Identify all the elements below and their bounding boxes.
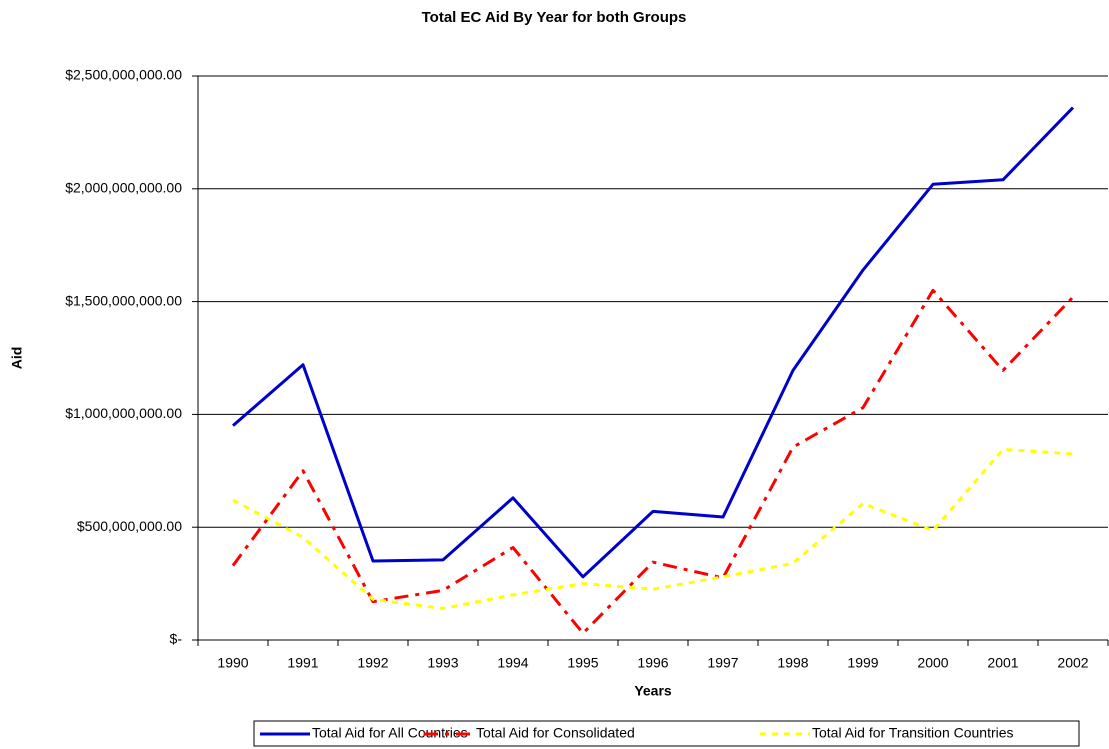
y-tick-label: $500,000,000.00 <box>77 518 182 534</box>
series-line <box>231 288 1075 635</box>
x-tick-label: 1998 <box>777 655 808 671</box>
y-tick-label: $2,500,000,000.00 <box>65 67 182 83</box>
x-tick-label: 1992 <box>357 655 388 671</box>
x-tick-label: 1997 <box>707 655 738 671</box>
y-tick-label: $2,000,000,000.00 <box>65 180 182 196</box>
y-tick-label: $- <box>170 631 183 647</box>
legend-label: Total Aid for All Countries <box>312 725 468 741</box>
legend-label: Total Aid for Transition Countries <box>812 725 1014 741</box>
legend-box <box>253 720 1080 747</box>
x-tick-label: 1999 <box>847 655 878 671</box>
x-tick-label: 2001 <box>987 655 1018 671</box>
y-tick-label: $1,000,000,000.00 <box>65 405 182 421</box>
y-axis-label: Aid <box>9 347 25 370</box>
x-tick-label: 2000 <box>917 655 948 671</box>
series-line <box>232 106 1075 579</box>
legend-label: Total Aid for Consolidated <box>476 725 635 741</box>
x-tick-label: 2002 <box>1057 655 1088 671</box>
y-tick-label: $1,500,000,000.00 <box>65 292 182 308</box>
x-tick-label: 1994 <box>497 655 528 671</box>
chart-title: Total EC Aid By Year for both Groups <box>422 9 687 26</box>
x-tick-label: 1996 <box>637 655 668 671</box>
x-tick-label: 1990 <box>217 655 248 671</box>
series-line <box>232 447 1074 610</box>
x-axis-label: Years <box>634 683 672 699</box>
x-tick-label: 1991 <box>287 655 318 671</box>
x-tick-label: 1993 <box>427 655 458 671</box>
x-tick-label: 1995 <box>567 655 598 671</box>
